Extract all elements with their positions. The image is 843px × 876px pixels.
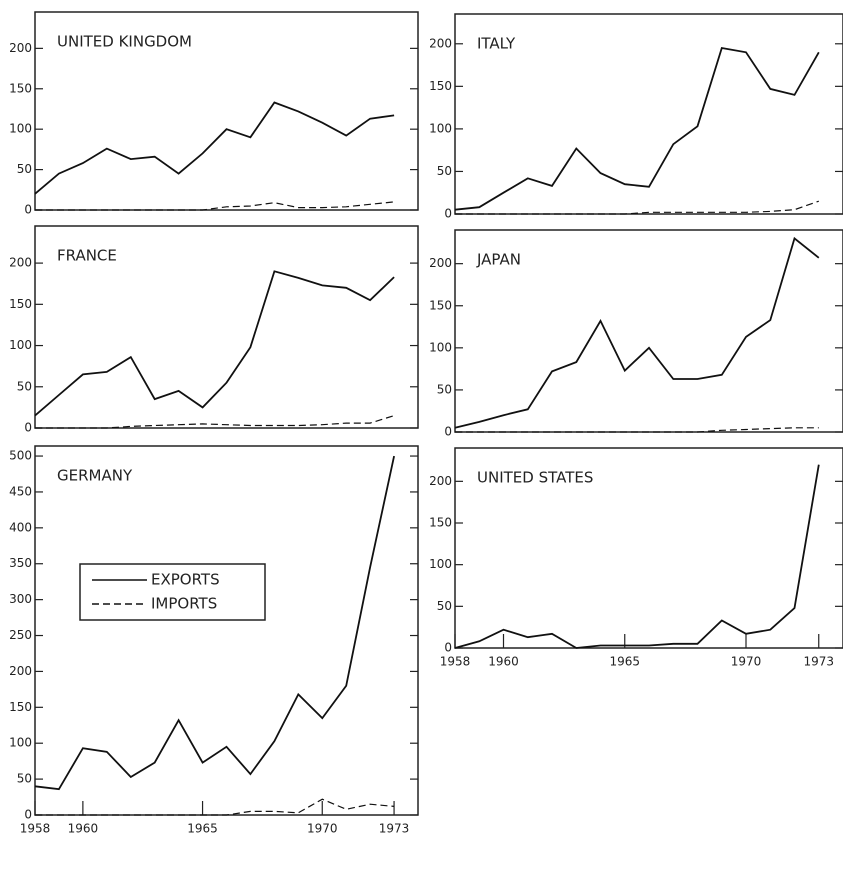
y-tick-label: 50 bbox=[17, 772, 32, 786]
series-line bbox=[454, 46, 820, 211]
y-tick-label: 0 bbox=[24, 421, 32, 435]
legend: EXPORTS IMPORTS bbox=[79, 563, 266, 621]
x-tick-label: 1960 bbox=[68, 822, 99, 836]
y-tick-label: 300 bbox=[9, 592, 32, 606]
y-tick-label: 200 bbox=[429, 256, 452, 270]
x-tick-label: 1960 bbox=[488, 655, 519, 669]
x-tick-label: 1970 bbox=[307, 822, 338, 836]
y-tick-label: 0 bbox=[24, 808, 32, 822]
legend-label: EXPORTS bbox=[151, 571, 220, 589]
y-tick-label: 0 bbox=[444, 425, 452, 439]
x-tick-label: 1965 bbox=[609, 655, 640, 669]
y-tick-label: 150 bbox=[9, 700, 32, 714]
series-line bbox=[34, 101, 395, 195]
series-line bbox=[34, 455, 395, 791]
y-tick-label: 100 bbox=[9, 736, 32, 750]
y-tick-label: 200 bbox=[9, 256, 32, 270]
x-tick-label: 1965 bbox=[187, 822, 218, 836]
y-tick-label: 350 bbox=[9, 556, 32, 570]
y-tick-label: 150 bbox=[429, 298, 452, 312]
y-tick-label: 500 bbox=[9, 449, 32, 463]
y-tick-label: 0 bbox=[444, 641, 452, 655]
series-line bbox=[455, 200, 819, 215]
series-line bbox=[34, 270, 395, 417]
y-tick-label: 50 bbox=[437, 382, 452, 396]
plot-frame bbox=[454, 13, 843, 215]
series-line bbox=[454, 236, 820, 429]
panel-title: UNITED KINGDOM bbox=[57, 33, 192, 51]
y-tick-label: 200 bbox=[9, 41, 32, 55]
panel-title: ITALY bbox=[477, 35, 516, 53]
panel-title: UNITED STATES bbox=[477, 469, 593, 487]
y-tick-label: 150 bbox=[429, 79, 452, 93]
y-tick-label: 100 bbox=[429, 121, 452, 135]
y-tick-label: 200 bbox=[429, 474, 452, 488]
panel-title: JAPAN bbox=[476, 251, 521, 269]
y-tick-label: 0 bbox=[444, 207, 452, 221]
y-tick-label: 150 bbox=[9, 81, 32, 95]
y-tick-label: 100 bbox=[429, 340, 452, 354]
y-tick-label: 150 bbox=[9, 297, 32, 311]
y-tick-label: 200 bbox=[429, 36, 452, 50]
plot-frame bbox=[34, 11, 419, 211]
series-line bbox=[35, 798, 395, 816]
y-tick-label: 450 bbox=[9, 484, 32, 498]
y-tick-label: 200 bbox=[9, 664, 32, 678]
y-tick-label: 400 bbox=[9, 520, 32, 534]
plot-frame bbox=[454, 447, 843, 649]
x-tick-label: 1973 bbox=[379, 822, 410, 836]
series-line bbox=[454, 464, 820, 649]
panel-title: GERMANY bbox=[57, 467, 133, 485]
x-tick-label: 1958 bbox=[440, 655, 471, 669]
y-tick-label: 50 bbox=[17, 162, 32, 176]
y-tick-label: 50 bbox=[437, 599, 452, 613]
plot-frame bbox=[34, 445, 419, 816]
x-tick-label: 1970 bbox=[731, 655, 762, 669]
series-line bbox=[35, 201, 395, 211]
x-tick-label: 1973 bbox=[803, 655, 834, 669]
y-tick-label: 50 bbox=[17, 379, 32, 393]
y-tick-label: 0 bbox=[24, 203, 32, 217]
y-tick-label: 100 bbox=[9, 122, 32, 136]
legend-box bbox=[79, 563, 266, 621]
series-line bbox=[35, 415, 395, 429]
legend-label: IMPORTS bbox=[151, 595, 217, 613]
y-tick-label: 250 bbox=[9, 628, 32, 642]
x-tick-label: 1958 bbox=[20, 822, 51, 836]
y-tick-label: 100 bbox=[9, 338, 32, 352]
y-tick-label: 100 bbox=[429, 557, 452, 571]
plot-frame bbox=[34, 225, 419, 429]
y-tick-label: 50 bbox=[437, 164, 452, 178]
panel-title: FRANCE bbox=[57, 247, 117, 265]
series-line bbox=[455, 427, 819, 433]
y-tick-label: 150 bbox=[429, 516, 452, 530]
